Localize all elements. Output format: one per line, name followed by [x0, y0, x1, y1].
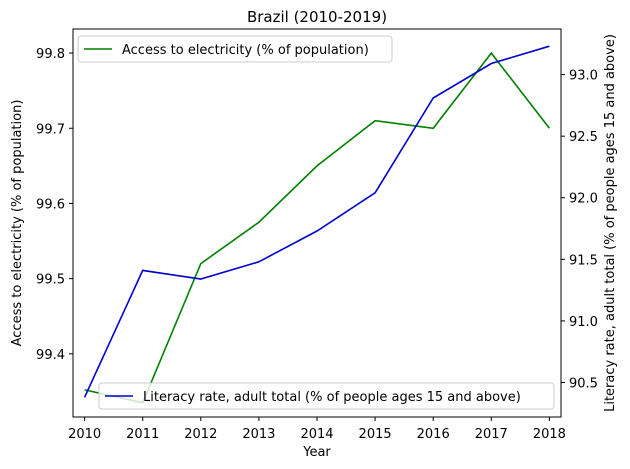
series-line-literacy: [83, 45, 550, 398]
y-right-tick-label: 92.0: [569, 192, 598, 207]
x-tick-label: 2010: [68, 427, 101, 442]
y-left-tick-label: 99.7: [36, 122, 65, 137]
x-axis-label: Year: [302, 445, 331, 460]
y-axis-label-left: Access to electricity (% of population): [10, 100, 25, 347]
y-right-tick-label: 91.0: [569, 315, 598, 330]
y-left-tick-label: 99.4: [36, 348, 65, 363]
y-right-tick-label: 91.5: [569, 253, 598, 268]
legend-box: [77, 35, 393, 63]
y-axis-label-right: Literacy rate, adult total (% of people …: [603, 34, 618, 412]
legend-upper-left: Access to electricity (% of population): [77, 35, 393, 63]
x-tick-label: 2012: [184, 427, 217, 442]
chart-title: Brazil (2010-2019): [247, 8, 387, 26]
legend-box: [98, 382, 555, 410]
x-tick-label: 2018: [533, 427, 566, 442]
x-tick-label: 2016: [417, 427, 450, 442]
legend-label-electricity: Access to electricity (% of population): [122, 43, 369, 58]
legend-lower-right: Literacy rate, adult total (% of people …: [98, 382, 555, 410]
legend-label-literacy: Literacy rate, adult total (% of people …: [143, 390, 521, 405]
y-right-tick-label: 92.5: [569, 130, 598, 145]
x-tick-label: 2011: [126, 427, 159, 442]
plot-area: [72, 28, 562, 418]
x-tick-label: 2015: [359, 427, 392, 442]
x-tick-label: 2014: [300, 427, 333, 442]
y-left-tick-label: 99.8: [36, 47, 65, 62]
y-right-tick-label: 90.5: [569, 377, 598, 392]
series-line-electricity: [84, 51, 551, 404]
y-left-tick-label: 99.6: [36, 197, 65, 212]
x-tick-label: 2013: [242, 427, 275, 442]
x-tick-label: 2017: [475, 427, 508, 442]
y-right-tick-label: 93.0: [569, 69, 598, 84]
y-left-tick-label: 99.5: [36, 273, 65, 288]
